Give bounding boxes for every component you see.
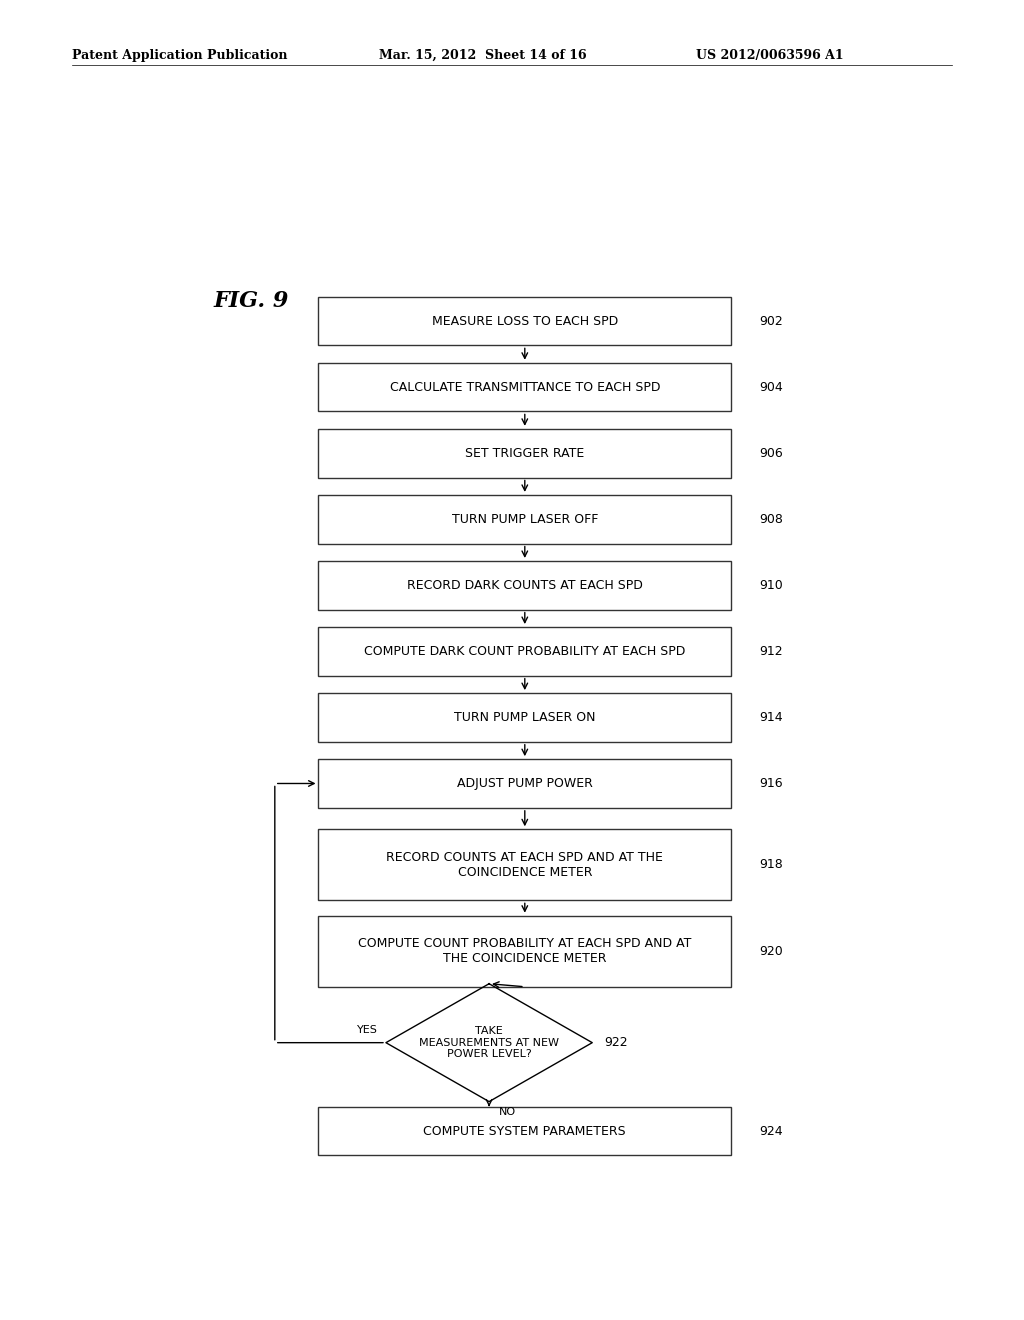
Text: NO: NO: [499, 1106, 516, 1117]
FancyBboxPatch shape: [318, 829, 731, 900]
Text: CALCULATE TRANSMITTANCE TO EACH SPD: CALCULATE TRANSMITTANCE TO EACH SPD: [389, 380, 660, 393]
Text: SET TRIGGER RATE: SET TRIGGER RATE: [465, 446, 585, 459]
Text: RECORD COUNTS AT EACH SPD AND AT THE
COINCIDENCE METER: RECORD COUNTS AT EACH SPD AND AT THE COI…: [386, 851, 664, 879]
Text: RECORD DARK COUNTS AT EACH SPD: RECORD DARK COUNTS AT EACH SPD: [407, 578, 643, 591]
Text: 914: 914: [759, 711, 782, 723]
Text: US 2012/0063596 A1: US 2012/0063596 A1: [696, 49, 844, 62]
FancyBboxPatch shape: [318, 495, 731, 544]
FancyBboxPatch shape: [318, 363, 731, 412]
Text: MEASURE LOSS TO EACH SPD: MEASURE LOSS TO EACH SPD: [432, 314, 617, 327]
Text: 920: 920: [759, 945, 782, 958]
Text: TURN PUMP LASER ON: TURN PUMP LASER ON: [454, 711, 596, 723]
Text: TURN PUMP LASER OFF: TURN PUMP LASER OFF: [452, 512, 598, 525]
Text: ADJUST PUMP POWER: ADJUST PUMP POWER: [457, 777, 593, 789]
Text: 910: 910: [759, 578, 782, 591]
Text: 904: 904: [759, 380, 782, 393]
FancyBboxPatch shape: [318, 627, 731, 676]
Text: 906: 906: [759, 446, 782, 459]
Text: 924: 924: [759, 1125, 782, 1138]
FancyBboxPatch shape: [318, 916, 731, 987]
Polygon shape: [386, 983, 592, 1102]
FancyBboxPatch shape: [318, 429, 731, 478]
FancyBboxPatch shape: [318, 693, 731, 742]
Text: Patent Application Publication: Patent Application Publication: [72, 49, 287, 62]
Text: TAKE
MEASUREMENTS AT NEW
POWER LEVEL?: TAKE MEASUREMENTS AT NEW POWER LEVEL?: [419, 1026, 559, 1059]
Text: Mar. 15, 2012  Sheet 14 of 16: Mar. 15, 2012 Sheet 14 of 16: [379, 49, 587, 62]
FancyBboxPatch shape: [318, 297, 731, 346]
Text: 902: 902: [759, 314, 782, 327]
Text: 918: 918: [759, 858, 782, 871]
Text: FIG. 9: FIG. 9: [213, 289, 289, 312]
FancyBboxPatch shape: [318, 759, 731, 808]
Text: COMPUTE SYSTEM PARAMETERS: COMPUTE SYSTEM PARAMETERS: [424, 1125, 626, 1138]
Text: YES: YES: [357, 1026, 378, 1035]
Text: 912: 912: [759, 645, 782, 657]
FancyBboxPatch shape: [318, 1106, 731, 1155]
Text: 908: 908: [759, 512, 782, 525]
Text: 922: 922: [604, 1036, 628, 1049]
Text: 916: 916: [759, 777, 782, 789]
Text: COMPUTE DARK COUNT PROBABILITY AT EACH SPD: COMPUTE DARK COUNT PROBABILITY AT EACH S…: [365, 645, 685, 657]
FancyBboxPatch shape: [318, 561, 731, 610]
Text: COMPUTE COUNT PROBABILITY AT EACH SPD AND AT
THE COINCIDENCE METER: COMPUTE COUNT PROBABILITY AT EACH SPD AN…: [358, 937, 691, 965]
